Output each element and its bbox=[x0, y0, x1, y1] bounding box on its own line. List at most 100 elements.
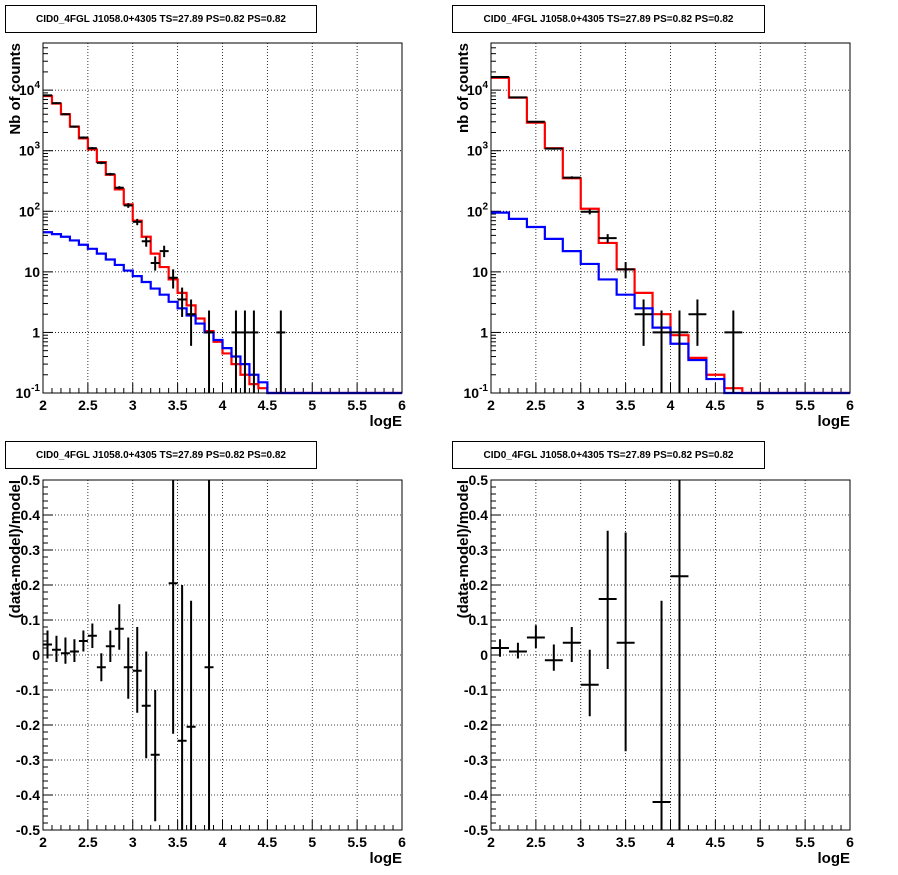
x-axis-title: logE bbox=[818, 413, 851, 430]
chart-panel-4: 2 2.5 3 3.5 4 4.5 5 5.5 6 -0.5 -0.4 -0.3 -0.2 -0.1 0 0.… bbox=[455, 472, 854, 867]
y-axis-title: (data-model)/model bbox=[7, 480, 24, 618]
y-tick-label: -0.3 bbox=[16, 752, 40, 768]
data-point bbox=[652, 310, 671, 393]
data-point bbox=[168, 269, 178, 289]
y-tick-label: 10 bbox=[24, 264, 40, 280]
data-point bbox=[186, 600, 196, 830]
data-point bbox=[87, 147, 97, 150]
y-tick-label: -0.4 bbox=[16, 787, 40, 803]
data-point bbox=[43, 630, 52, 659]
plot-frame bbox=[42, 42, 403, 394]
data-point bbox=[114, 186, 124, 190]
chart-panel-1: 2 2.5 3 3.5 4 4.5 5 5.5 6 10-1 1 10 102 103 104 logE Nb … bbox=[7, 42, 406, 430]
x-tick-label: 3 bbox=[577, 834, 585, 850]
data-point bbox=[544, 147, 563, 150]
data-point bbox=[562, 627, 581, 662]
x-axis-title: logE bbox=[370, 413, 403, 430]
data-point bbox=[78, 136, 88, 139]
data-point bbox=[491, 639, 509, 657]
x-tick-label: 4 bbox=[219, 397, 227, 413]
data-point bbox=[508, 642, 527, 659]
x-tick-label: 2.5 bbox=[526, 834, 546, 850]
x-tick-label: 3 bbox=[129, 397, 137, 413]
y-tick-label: -0.2 bbox=[16, 717, 40, 733]
data-point bbox=[724, 310, 743, 393]
data-point bbox=[141, 651, 151, 759]
data-point bbox=[616, 532, 635, 752]
x-tick-label: 2.5 bbox=[526, 397, 546, 413]
y-tick-label: 10 bbox=[472, 264, 488, 280]
x-tick-label: 5.5 bbox=[347, 834, 367, 850]
chart-panel-2: 2 2.5 3 3.5 4 4.5 5 5.5 6 10-1 1 10 102 103 104 logE nb … bbox=[455, 42, 854, 430]
data-point bbox=[634, 299, 653, 346]
data-point bbox=[159, 245, 169, 258]
y-tick-label: -0.3 bbox=[464, 752, 488, 768]
data-point bbox=[123, 203, 133, 208]
data-point bbox=[43, 94, 52, 97]
x-tick-label: 3 bbox=[129, 834, 137, 850]
data-point bbox=[78, 630, 88, 652]
y-axis-title: nb of counts bbox=[455, 43, 472, 133]
y-tick-label: 0.2 bbox=[469, 577, 489, 593]
chart-title-box-3: CID0_4FGL J1058.0+4305 TS=27.89 PS=0.82 … bbox=[5, 441, 317, 469]
data-point bbox=[526, 625, 545, 648]
x-tick-label: 5 bbox=[756, 397, 764, 413]
x-tick-label: 4 bbox=[667, 834, 675, 850]
data-point bbox=[150, 690, 160, 822]
data-point bbox=[132, 627, 142, 713]
data-point bbox=[186, 299, 196, 346]
chart-title-box-2: CID0_4FGL J1058.0+4305 TS=27.89 PS=0.82 … bbox=[452, 5, 765, 33]
y-tick-label: -0.4 bbox=[464, 787, 488, 803]
y-axis-title: (data-model)/model bbox=[455, 480, 472, 618]
y-tick-label: 104 bbox=[467, 80, 489, 98]
x-tick-label: 2 bbox=[39, 397, 47, 413]
data-point bbox=[204, 480, 214, 830]
x-tick-label: 4.5 bbox=[258, 397, 278, 413]
y-axis-title: Nb of counts bbox=[7, 43, 24, 135]
y-tick-label: 0.4 bbox=[21, 507, 41, 523]
data-point bbox=[105, 630, 115, 662]
data-point bbox=[69, 125, 79, 128]
data-point bbox=[508, 96, 527, 99]
x-tick-label: 2.5 bbox=[78, 397, 98, 413]
data-point bbox=[105, 172, 115, 176]
x-tick-label: 2 bbox=[487, 834, 495, 850]
y-tick-label: 1 bbox=[32, 324, 40, 340]
x-tick-label: 2 bbox=[487, 397, 495, 413]
x-axis-title: logE bbox=[818, 850, 851, 867]
data-point bbox=[544, 644, 563, 671]
y-tick-label: 103 bbox=[19, 141, 41, 159]
chart-title-box-4: CID0_4FGL J1058.0+4305 TS=27.89 PS=0.82 … bbox=[452, 441, 765, 469]
y-tick-label: 0.1 bbox=[469, 612, 489, 628]
data-point bbox=[123, 637, 133, 699]
data-point bbox=[69, 639, 79, 662]
y-tick-label: -0.5 bbox=[464, 822, 488, 838]
y-tick-label: -0.1 bbox=[16, 682, 40, 698]
y-tick-label: 1 bbox=[480, 324, 488, 340]
y-tick-label: 0.4 bbox=[469, 507, 489, 523]
plot-frame bbox=[490, 42, 851, 394]
y-tick-label: 0.3 bbox=[21, 542, 41, 558]
x-tick-label: 3 bbox=[577, 397, 585, 413]
x-tick-label: 4.5 bbox=[706, 397, 726, 413]
y-tick-label: 0 bbox=[480, 647, 488, 663]
data-point bbox=[526, 120, 545, 123]
data-point bbox=[670, 480, 689, 830]
data-point bbox=[51, 635, 61, 662]
x-tick-label: 2 bbox=[39, 834, 47, 850]
y-tick-label: 102 bbox=[19, 201, 41, 219]
x-tick-label: 5.5 bbox=[795, 834, 815, 850]
plot-frame bbox=[490, 479, 851, 831]
data-point bbox=[652, 600, 671, 830]
x-tick-label: 3.5 bbox=[168, 397, 188, 413]
data-point bbox=[598, 234, 617, 243]
y-tick-label: 0.5 bbox=[21, 472, 41, 488]
data-point bbox=[51, 102, 61, 105]
data-point bbox=[96, 161, 106, 165]
x-axis-title: logE bbox=[370, 850, 403, 867]
y-tick-label: -0.2 bbox=[464, 717, 488, 733]
x-tick-label: 5.5 bbox=[347, 397, 367, 413]
x-tick-label: 5 bbox=[308, 397, 316, 413]
x-tick-label: 6 bbox=[398, 397, 406, 413]
y-tick-label: 10-1 bbox=[16, 383, 41, 401]
